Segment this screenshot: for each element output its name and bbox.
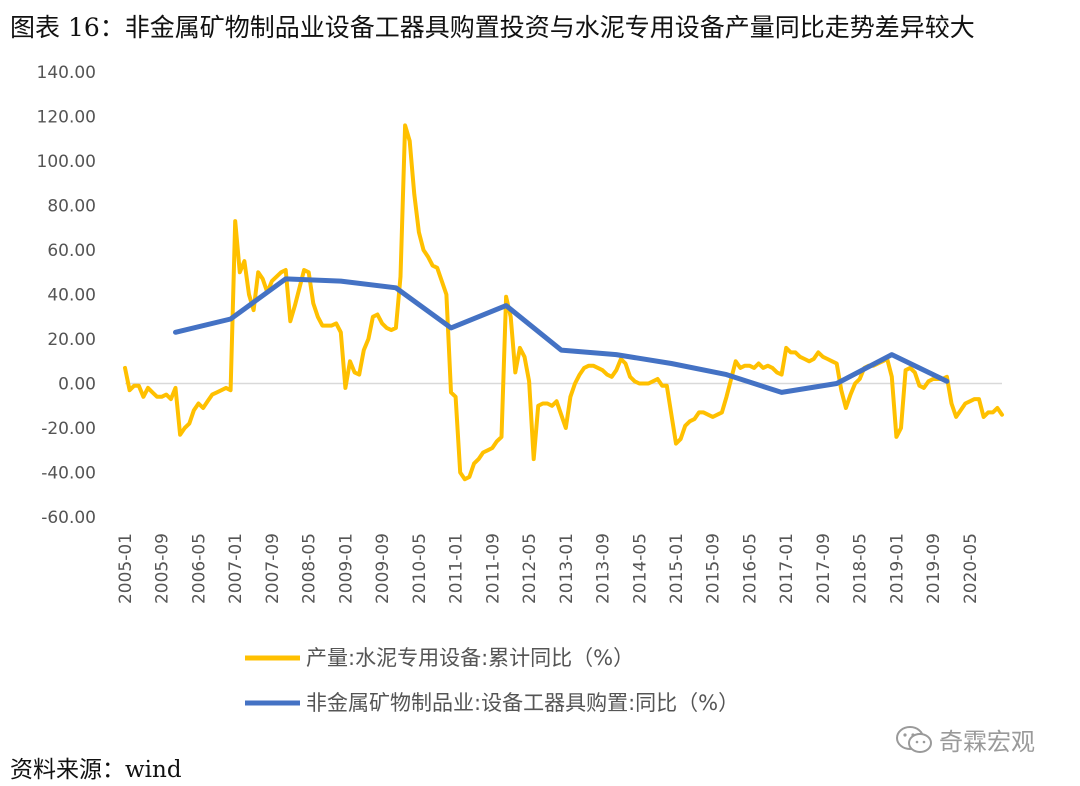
watermark: 奇霖宏观 — [895, 722, 1035, 757]
y-axis-labels: 140.00 120.00 100.00 80.00 60.00 40.00 20.00 0.… — [37, 63, 96, 528]
x-tick-label: 2013-01 — [557, 533, 577, 604]
series-line-equipment-purchase — [173, 276, 950, 395]
x-tick-label: 2017-09 — [814, 533, 834, 604]
y-tick-label: 60.00 — [47, 241, 96, 261]
x-tick-label: 2018-05 — [851, 533, 871, 604]
x-tick-label: 2014-05 — [630, 533, 650, 604]
x-tick-label: 2011-01 — [447, 533, 467, 604]
x-tick-label: 2006-05 — [189, 533, 209, 604]
watermark-text: 奇霖宏观 — [939, 728, 1035, 756]
x-tick-label: 2019-01 — [887, 533, 907, 604]
x-tick-label: 2019-09 — [924, 533, 944, 604]
x-tick-label: 2007-09 — [263, 533, 283, 604]
x-tick-label: 2015-09 — [704, 533, 724, 604]
y-tick-label: 20.00 — [47, 330, 96, 350]
x-tick-label: 2015-01 — [667, 533, 687, 604]
series-lines — [123, 123, 1004, 482]
legend-label-equipment-purchase: 非金属矿物制品业:设备工器具购置:同比（%） — [306, 691, 739, 715]
y-tick-label: 40.00 — [47, 286, 96, 306]
y-tick-label: -60.00 — [41, 508, 96, 528]
y-tick-label: 140.00 — [37, 63, 96, 83]
x-tick-label: 2010-05 — [410, 533, 430, 604]
series-line-cement-equipment — [123, 123, 1004, 482]
x-tick-label: 2005-01 — [116, 533, 136, 604]
y-tick-label: 100.00 — [37, 152, 96, 172]
x-tick-label: 2013-09 — [594, 533, 614, 604]
legend-item-equipment-purchase: 非金属矿物制品业:设备工器具购置:同比（%） — [245, 691, 739, 715]
x-tick-label: 2009-09 — [373, 533, 393, 604]
x-tick-label: 2020-05 — [961, 533, 981, 604]
y-tick-label: -40.00 — [41, 464, 96, 484]
wechat-icon — [896, 725, 932, 753]
source-note: 资料来源：wind — [10, 757, 182, 783]
legend: 产量:水泥专用设备:累计同比（%） 非金属矿物制品业:设备工器具购置:同比（%） — [245, 646, 739, 715]
x-tick-label: 2005-09 — [153, 533, 173, 604]
y-tick-label: 80.00 — [47, 197, 96, 217]
x-tick-label: 2012-05 — [520, 533, 540, 604]
x-tick-label: 2011-09 — [483, 533, 503, 604]
x-tick-label: 2009-01 — [336, 533, 356, 604]
x-tick-label: 2017-01 — [777, 533, 797, 604]
y-tick-label: 120.00 — [37, 108, 96, 128]
x-tick-label: 2016-05 — [740, 533, 760, 604]
x-tick-label: 2008-05 — [300, 533, 320, 604]
legend-item-cement-equipment: 产量:水泥专用设备:累计同比（%） — [245, 646, 634, 670]
y-tick-label: -20.00 — [41, 419, 96, 439]
legend-label-cement-equipment: 产量:水泥专用设备:累计同比（%） — [306, 646, 634, 670]
chart-title: 图表 16：非金属矿物制品业设备工器具购置投资与水泥专用设备产量同比走势差异较大 — [10, 13, 975, 42]
x-axis-labels: 2005-01 2005-09 2006-05 2007-01 2007-09 2008-… — [116, 533, 981, 604]
y-tick-label: 0.00 — [58, 375, 96, 395]
x-tick-label: 2007-01 — [226, 533, 246, 604]
